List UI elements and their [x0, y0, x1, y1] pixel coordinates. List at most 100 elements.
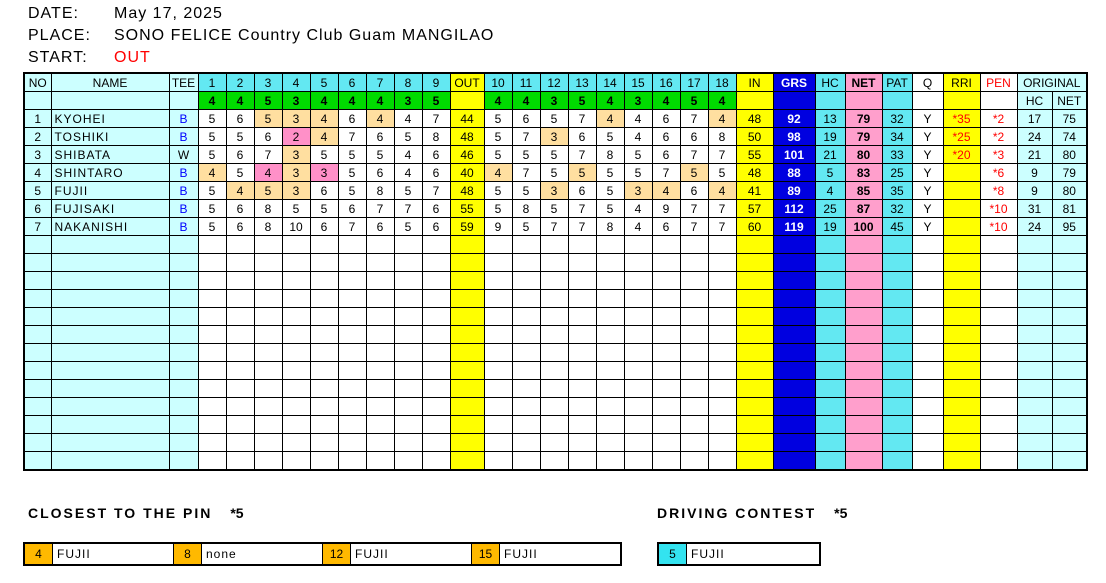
cell-hole-5[interactable]: 5: [309, 199, 339, 218]
col-header-hole-8[interactable]: 8: [393, 72, 423, 92]
empty-cell[interactable]: [197, 343, 227, 362]
empty-cell[interactable]: [539, 415, 569, 434]
empty-cell[interactable]: [309, 253, 339, 272]
par-cell-hole-17[interactable]: 5: [679, 91, 709, 110]
empty-cell[interactable]: [844, 289, 883, 308]
col-header-original[interactable]: ORIGINAL: [1016, 72, 1088, 92]
cell-hole-8[interactable]: 5: [393, 127, 423, 146]
cell-orig-net[interactable]: 95: [1051, 217, 1088, 236]
cell-in[interactable]: 41: [735, 181, 774, 200]
cell-hole-10[interactable]: 5: [483, 127, 513, 146]
empty-cell[interactable]: [735, 235, 774, 254]
empty-cell[interactable]: [483, 397, 513, 416]
cell-out[interactable]: 46: [449, 145, 485, 164]
empty-cell[interactable]: [1016, 361, 1053, 380]
empty-cell[interactable]: [281, 253, 311, 272]
empty-cell[interactable]: [421, 379, 451, 398]
empty-cell[interactable]: [449, 253, 485, 272]
empty-cell[interactable]: [567, 451, 597, 471]
cell-hole-3[interactable]: 5: [253, 109, 283, 128]
cell-hole-7[interactable]: 8: [365, 181, 395, 200]
empty-cell[interactable]: [707, 379, 737, 398]
cell-out[interactable]: 44: [449, 109, 485, 128]
empty-cell[interactable]: [911, 289, 944, 308]
cell-hole-10[interactable]: 5: [483, 109, 513, 128]
empty-cell[interactable]: [50, 235, 170, 254]
empty-cell[interactable]: [281, 397, 311, 416]
cell-pen[interactable]: *3: [979, 145, 1018, 164]
empty-cell[interactable]: [1016, 343, 1053, 362]
cell-hole-16[interactable]: 7: [651, 163, 681, 182]
empty-cell[interactable]: [651, 397, 681, 416]
empty-cell[interactable]: [393, 415, 423, 434]
cell-name[interactable]: FUJISAKI: [50, 199, 170, 218]
empty-cell[interactable]: [449, 379, 485, 398]
empty-cell[interactable]: [511, 307, 541, 326]
empty-cell[interactable]: [772, 235, 816, 254]
cell-hole-15[interactable]: 5: [623, 163, 653, 182]
cell-pat[interactable]: 32: [881, 109, 913, 128]
cell-hole-8[interactable]: 5: [393, 217, 423, 236]
cell-hole-2[interactable]: 5: [225, 163, 255, 182]
par-cell-hole-5[interactable]: 4: [309, 91, 339, 110]
empty-cell[interactable]: [511, 253, 541, 272]
cell-hole-2[interactable]: 4: [225, 181, 255, 200]
empty-cell[interactable]: [1051, 361, 1088, 380]
col-header-q[interactable]: Q: [911, 72, 944, 92]
par-cell-hole-2[interactable]: 4: [225, 91, 255, 110]
empty-cell[interactable]: [1051, 271, 1088, 290]
empty-cell[interactable]: [881, 415, 913, 434]
empty-cell[interactable]: [23, 433, 52, 452]
cell-hole-6[interactable]: 5: [337, 163, 367, 182]
empty-cell[interactable]: [421, 289, 451, 308]
empty-cell[interactable]: [365, 343, 395, 362]
empty-cell[interactable]: [253, 415, 283, 434]
cell-hole-13[interactable]: 5: [567, 163, 597, 182]
empty-cell[interactable]: [50, 379, 170, 398]
empty-cell[interactable]: [651, 307, 681, 326]
cell-hole-5[interactable]: 4: [309, 109, 339, 128]
cell-hole-18[interactable]: 4: [707, 109, 737, 128]
cell-in[interactable]: 55: [735, 145, 774, 164]
empty-cell[interactable]: [881, 397, 913, 416]
empty-cell[interactable]: [595, 343, 625, 362]
empty-cell[interactable]: [253, 361, 283, 380]
empty-cell[interactable]: [979, 379, 1018, 398]
cell-orig-net[interactable]: 75: [1051, 109, 1088, 128]
drive-winner-cell[interactable]: FUJII: [691, 547, 725, 561]
empty-cell[interactable]: [539, 361, 569, 380]
empty-cell[interactable]: [814, 343, 846, 362]
empty-cell[interactable]: [365, 289, 395, 308]
cell-pen[interactable]: *10: [979, 217, 1018, 236]
cell-hole-4[interactable]: 2: [281, 127, 311, 146]
empty-cell[interactable]: [595, 361, 625, 380]
empty-cell[interactable]: [393, 271, 423, 290]
cell-hole-14[interactable]: 4: [595, 109, 625, 128]
empty-cell[interactable]: [844, 307, 883, 326]
col-header-hole-7[interactable]: 7: [365, 72, 395, 92]
empty-cell[interactable]: [567, 343, 597, 362]
empty-cell[interactable]: [942, 307, 981, 326]
cell-name[interactable]: SHINTARO: [50, 163, 170, 182]
empty-cell[interactable]: [814, 397, 846, 416]
empty-cell[interactable]: [197, 307, 227, 326]
empty-cell[interactable]: [421, 397, 451, 416]
cell-hole-3[interactable]: 7: [253, 145, 283, 164]
empty-cell[interactable]: [881, 289, 913, 308]
empty-cell[interactable]: [225, 325, 255, 344]
cell-hole-15[interactable]: 4: [623, 127, 653, 146]
cell-out[interactable]: 48: [449, 127, 485, 146]
cell-hole-1[interactable]: 5: [197, 145, 227, 164]
cell-orig-net[interactable]: 74: [1051, 127, 1088, 146]
col-header-no[interactable]: NO: [23, 72, 52, 92]
empty-cell[interactable]: [197, 379, 227, 398]
empty-cell[interactable]: [449, 361, 485, 380]
empty-cell[interactable]: [483, 289, 513, 308]
cell-hole-2[interactable]: 5: [225, 127, 255, 146]
cell-hole-8[interactable]: 7: [393, 199, 423, 218]
cell-hole-10[interactable]: 4: [483, 163, 513, 182]
cell-hole-10[interactable]: 5: [483, 181, 513, 200]
col-header-hole-14[interactable]: 14: [595, 72, 625, 92]
cell-hole-18[interactable]: 8: [707, 127, 737, 146]
cell-pat[interactable]: 32: [881, 199, 913, 218]
